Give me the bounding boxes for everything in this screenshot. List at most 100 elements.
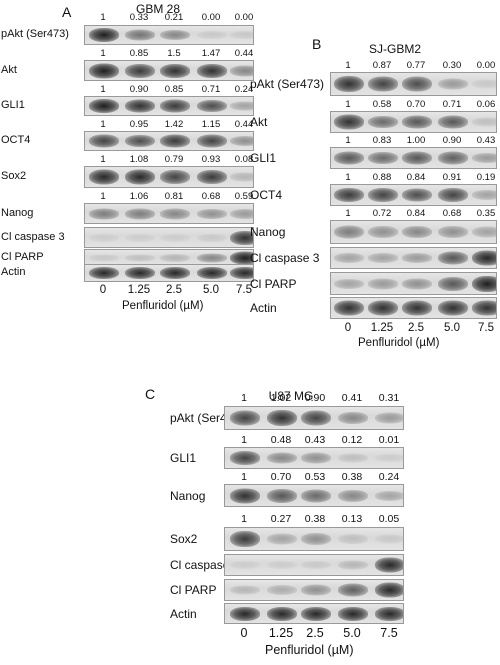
dose-tick: 5.0	[343, 626, 361, 640]
blot-band	[160, 267, 190, 279]
densitometry-value: 1	[100, 12, 106, 23]
protein-label: Sox2	[170, 532, 198, 546]
blot-band	[338, 412, 368, 424]
protein-label: OCT4	[1, 134, 31, 146]
dose-tick: 2.5	[306, 626, 324, 640]
blot-band	[230, 230, 253, 245]
densitometry-value: 0.06	[476, 99, 496, 110]
dose-tick: 1.25	[370, 322, 394, 334]
blot-band	[89, 254, 119, 262]
densitometry-value: 0.24	[234, 84, 254, 95]
densitometry-value: 1.5	[167, 48, 181, 59]
densitometry-value: 0.87	[372, 60, 392, 71]
panel-a: A GBM 28 pAkt (Ser473) 1 0.33 0.21 0.00 0.00 A…	[0, 0, 260, 320]
blot-strip	[330, 247, 497, 269]
blot-band	[125, 63, 155, 78]
densitometry-value: 1	[100, 48, 106, 59]
blot-band	[334, 278, 364, 289]
protein-label: Cl PARP	[250, 276, 297, 291]
blot-band	[160, 170, 190, 184]
blot-strip	[84, 249, 254, 267]
blot-band	[402, 278, 432, 289]
blot-band	[267, 533, 297, 545]
blot-strip	[224, 484, 404, 507]
blot-band	[89, 99, 119, 113]
blot-band	[338, 583, 368, 597]
densitometry-value: 1	[241, 392, 247, 404]
blot-band	[301, 452, 331, 464]
blot-band	[267, 488, 297, 503]
densitometry-value: 0.72	[372, 208, 392, 219]
blot-band	[402, 115, 432, 129]
densitometry-value: 0.21	[164, 12, 184, 23]
blot-band	[230, 585, 260, 595]
panel-c: C U87 MG pAkt (Ser473) 1 1.02 0.90 0.41 0.31 G…	[0, 370, 500, 665]
blot-band	[438, 151, 468, 165]
densitometry-value: 0.13	[341, 513, 363, 525]
densitometry-value: 1	[345, 208, 351, 219]
cell-line-title: U87 MG	[268, 389, 314, 403]
blot-band	[197, 63, 227, 78]
blot-strip	[84, 166, 254, 188]
blot-band	[334, 114, 364, 130]
densitometry-value: 0.44	[234, 48, 254, 59]
blot-band	[301, 410, 331, 426]
densitometry-value: 0.91	[442, 172, 462, 183]
densitometry-value: 0.35	[476, 208, 496, 219]
densitometry-value: 0.41	[341, 392, 363, 404]
blot-band	[301, 489, 331, 502]
dose-tick: 7.5	[236, 284, 252, 296]
blot-band	[230, 451, 260, 465]
densitometry-value: 0.71	[201, 84, 221, 95]
blot-band	[368, 188, 398, 202]
blot-strip	[224, 603, 404, 624]
blot-band	[402, 188, 432, 202]
blot-band	[438, 276, 468, 291]
cell-line-title: SJ-GBM2	[368, 42, 421, 56]
blot-band	[197, 31, 227, 39]
blot-band	[368, 300, 398, 316]
blot-band	[197, 233, 227, 242]
protein-label: GLI1	[250, 151, 277, 165]
blot-strip	[330, 184, 497, 206]
dose-tick: 5.0	[203, 284, 219, 296]
blot-strip	[84, 60, 254, 81]
blot-strip	[224, 406, 404, 430]
densitometry-value: 0.90	[129, 84, 149, 95]
protein-label: Sox2	[1, 170, 27, 182]
densitometry-value: 1	[100, 154, 106, 165]
blot-band	[89, 134, 119, 148]
densitometry-value: 0.53	[304, 471, 326, 483]
blot-band	[334, 253, 364, 263]
protein-label: OCT4	[250, 188, 283, 202]
densitometry-value: 0.95	[129, 119, 149, 130]
densitometry-value: 0.58	[372, 99, 392, 110]
panel-letter: A	[62, 4, 72, 20]
blot-band	[197, 253, 227, 263]
blot-strip	[330, 147, 497, 169]
blot-band	[375, 412, 403, 424]
blot-band	[160, 99, 190, 113]
blot-band	[197, 134, 227, 148]
densitometry-value: 0.38	[304, 513, 326, 525]
dose-tick: 2.5	[166, 284, 182, 296]
blot-band	[267, 410, 297, 426]
protein-label: Cl caspase 3	[250, 251, 320, 265]
protein-label: Cl PARP	[1, 251, 44, 263]
blot-band	[230, 267, 253, 279]
blot-band	[368, 152, 398, 164]
blot-band	[230, 31, 253, 39]
densitometry-value: 0.00	[234, 12, 254, 23]
blot-band	[125, 208, 155, 219]
blot-band	[89, 233, 119, 242]
blot-band	[230, 136, 253, 146]
protein-label: pAkt (Ser473)	[250, 77, 325, 91]
densitometry-value: 0.38	[341, 471, 363, 483]
protein-label: Akt	[1, 63, 17, 76]
blot-band	[375, 454, 403, 462]
blot-band	[368, 116, 398, 128]
blot-strip	[330, 111, 497, 133]
protein-label: Nanog	[1, 206, 34, 219]
densitometry-value: 1.15	[201, 119, 221, 130]
densitometry-value: 0.31	[378, 392, 400, 404]
